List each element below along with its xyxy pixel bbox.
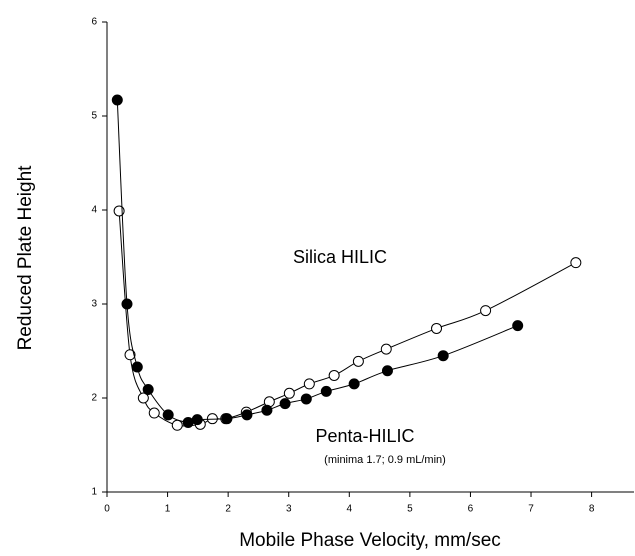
data-point (352, 355, 364, 367)
data-point (480, 305, 492, 317)
annotation-note: (minima 1.7; 0.9 mL/min) (324, 454, 446, 466)
x-tick-label: 1 (165, 504, 171, 515)
y-tick-label: 1 (91, 487, 97, 498)
data-point (348, 378, 360, 390)
y-tick-label: 3 (91, 299, 97, 310)
x-tick-label: 0 (104, 504, 110, 515)
y-tick-label: 4 (91, 205, 97, 216)
x-axis-label: Mobile Phase Velocity, mm/sec (239, 530, 501, 551)
data-point (121, 298, 133, 310)
data-point (111, 94, 123, 106)
x-tick-label: 7 (528, 504, 534, 515)
data-point (512, 320, 524, 332)
data-point (381, 365, 393, 377)
fit-line (118, 210, 577, 427)
data-point (142, 384, 154, 396)
data-point (137, 392, 149, 404)
data-point (283, 387, 295, 399)
series-annotation: Penta-HILIC (315, 426, 414, 446)
x-tick-label: 8 (589, 504, 595, 515)
x-tick-label: 3 (286, 504, 292, 515)
x-tick-label: 5 (407, 504, 413, 515)
y-axis-label: Reduced Plate Height (15, 165, 36, 351)
data-point (570, 257, 582, 269)
data-point (303, 378, 315, 390)
data-point (148, 407, 160, 419)
data-point (300, 393, 312, 405)
x-tick-label: 4 (347, 504, 353, 515)
data-point (182, 416, 194, 428)
y-tick-label: 6 (91, 17, 97, 28)
data-point (162, 409, 174, 421)
data-point (437, 350, 449, 362)
data-point (279, 398, 291, 410)
data-point (124, 349, 136, 361)
data-point (431, 322, 443, 334)
y-tick-label: 2 (91, 393, 97, 404)
data-point (131, 361, 143, 373)
data-point (261, 404, 273, 416)
y-tick-label: 5 (91, 111, 97, 122)
data-point (380, 343, 392, 355)
data-point (241, 409, 253, 421)
series-annotation: Silica HILIC (293, 247, 387, 267)
data-point (221, 413, 233, 425)
data-point (171, 419, 183, 431)
x-tick-label: 6 (468, 504, 474, 515)
data-point (320, 385, 332, 397)
x-tick-label: 2 (225, 504, 231, 515)
data-point (328, 369, 340, 381)
data-point (191, 414, 203, 426)
